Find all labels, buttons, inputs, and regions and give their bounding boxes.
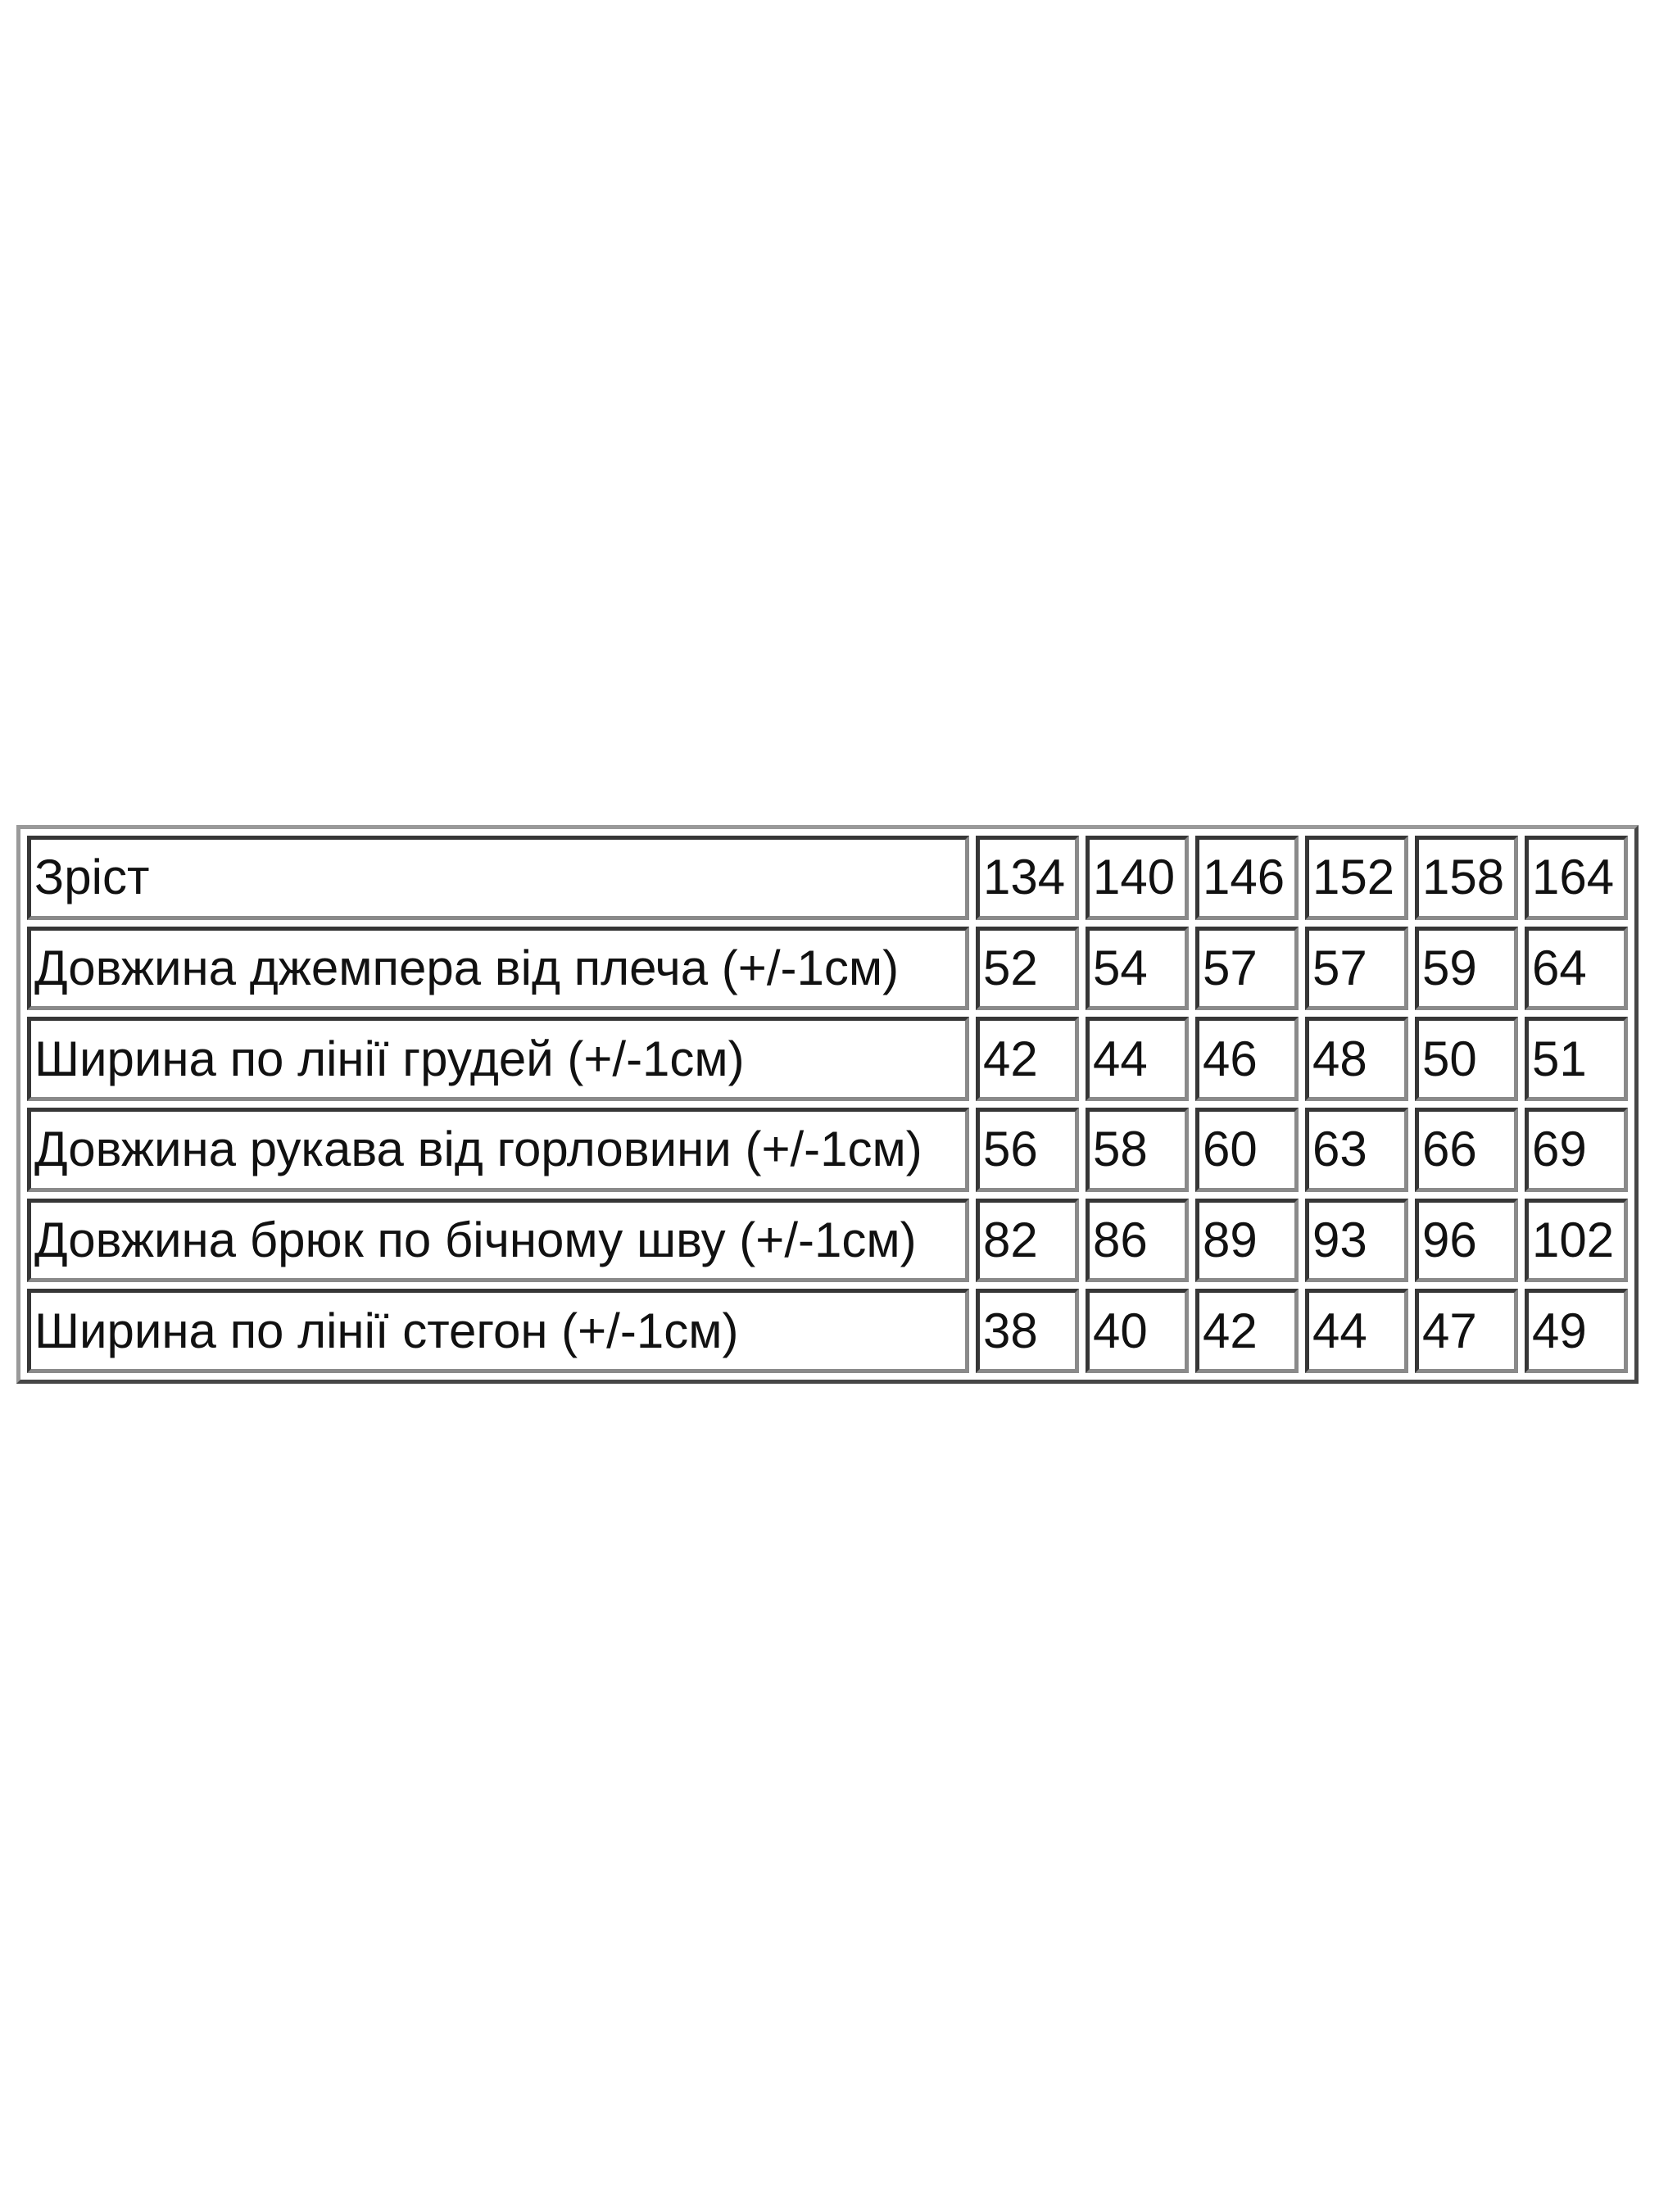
measurement-value: 49 [1525, 1289, 1628, 1373]
size-cell: 146 [1195, 836, 1299, 920]
measurement-value: 96 [1415, 1198, 1518, 1283]
measurement-value: 57 [1195, 926, 1299, 1011]
measurement-value: 52 [976, 926, 1079, 1011]
measurement-value: 38 [976, 1289, 1079, 1373]
table-row: Довжина брюк по бічному шву (+/-1см) 82 86… [27, 1198, 1628, 1283]
measurement-value: 64 [1525, 926, 1628, 1011]
measurement-value: 40 [1086, 1289, 1189, 1373]
measurement-value: 57 [1305, 926, 1408, 1011]
measurement-label: Ширина по лінії грудей (+/-1см) [27, 1017, 969, 1101]
size-chart-table: Зріст 134 140 146 152 158 164 Довжина дж… [16, 825, 1639, 1384]
table-row: Довжина рукава від горловини (+/-1см) 56 5… [27, 1107, 1628, 1192]
header-label: Зріст [27, 836, 969, 920]
measurement-value: 69 [1525, 1107, 1628, 1192]
measurement-value: 44 [1305, 1289, 1408, 1373]
measurement-value: 60 [1195, 1107, 1299, 1192]
measurement-label: Ширина по лінії стегон (+/-1см) [27, 1289, 969, 1373]
size-cell: 164 [1525, 836, 1628, 920]
measurement-value: 42 [1195, 1289, 1299, 1373]
measurement-value: 47 [1415, 1289, 1518, 1373]
measurement-value: 54 [1086, 926, 1189, 1011]
size-chart-body: Зріст 134 140 146 152 158 164 Довжина дж… [27, 836, 1628, 1373]
size-cell: 158 [1415, 836, 1518, 920]
measurement-value: 56 [976, 1107, 1079, 1192]
measurement-value: 44 [1086, 1017, 1189, 1101]
measurement-value: 59 [1415, 926, 1518, 1011]
table-row: Ширина по лінії грудей (+/-1см) 42 44 46 48 5… [27, 1017, 1628, 1101]
header-row: Зріст 134 140 146 152 158 164 [27, 836, 1628, 920]
measurement-value: 93 [1305, 1198, 1408, 1283]
size-cell: 140 [1086, 836, 1189, 920]
size-cell: 134 [976, 836, 1079, 920]
table-row: Ширина по лінії стегон (+/-1см) 38 40 42 44 4… [27, 1289, 1628, 1373]
table-row: Довжина джемпера від плеча (+/-1см) 52 54 5… [27, 926, 1628, 1011]
measurement-value: 89 [1195, 1198, 1299, 1283]
measurement-label: Довжина брюк по бічному шву (+/-1см) [27, 1198, 969, 1283]
measurement-value: 82 [976, 1198, 1079, 1283]
measurement-label: Довжина рукава від горловини (+/-1см) [27, 1107, 969, 1192]
measurement-value: 46 [1195, 1017, 1299, 1101]
measurement-value: 51 [1525, 1017, 1628, 1101]
measurement-value: 48 [1305, 1017, 1408, 1101]
measurement-value: 42 [976, 1017, 1079, 1101]
measurement-value: 86 [1086, 1198, 1189, 1283]
measurement-value: 66 [1415, 1107, 1518, 1192]
measurement-value: 102 [1525, 1198, 1628, 1283]
size-cell: 152 [1305, 836, 1408, 920]
measurement-value: 58 [1086, 1107, 1189, 1192]
measurement-value: 50 [1415, 1017, 1518, 1101]
measurement-label: Довжина джемпера від плеча (+/-1см) [27, 926, 969, 1011]
measurement-value: 63 [1305, 1107, 1408, 1192]
